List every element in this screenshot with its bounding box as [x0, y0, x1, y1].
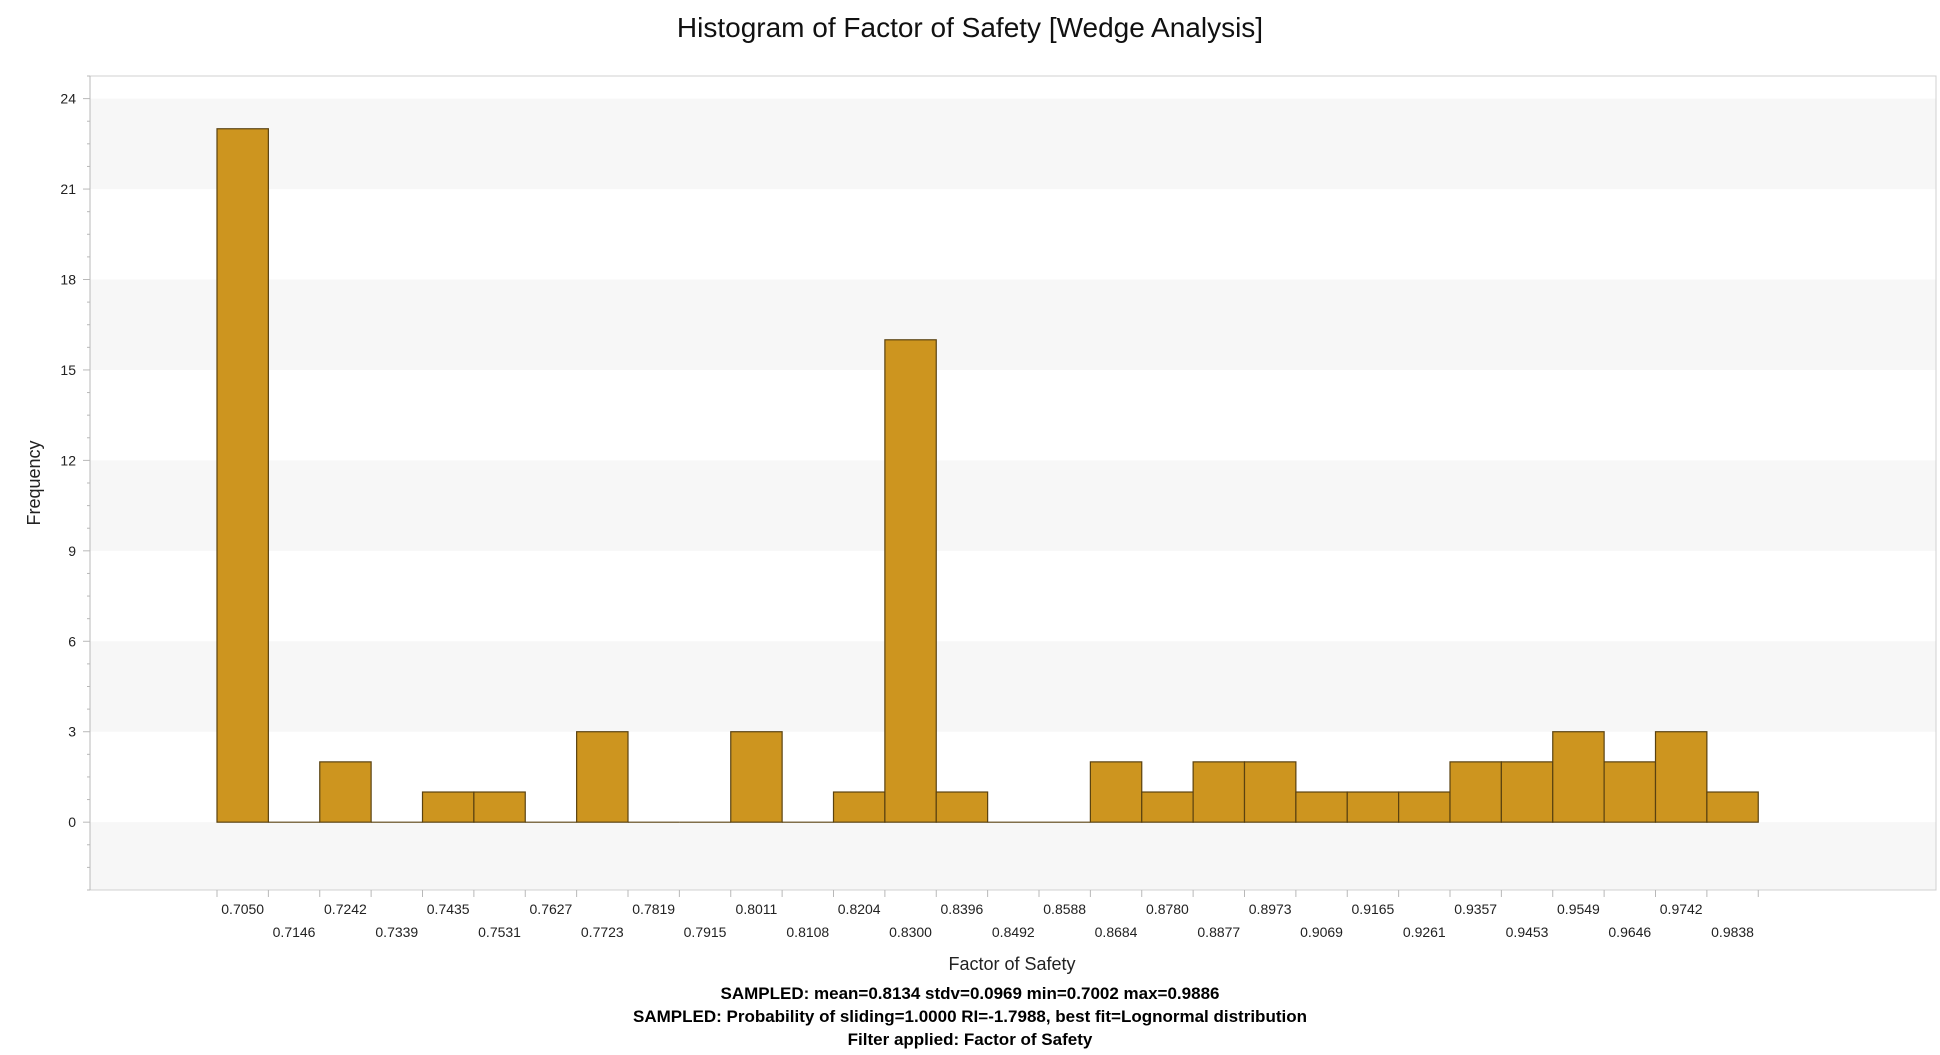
histogram-bar — [421, 791, 475, 823]
x-tick-label: 0.9357 — [1454, 901, 1497, 917]
y-tick-label: 9 — [68, 543, 76, 559]
x-tick-label: 0.8684 — [1095, 924, 1138, 940]
y-tick-label: 24 — [60, 91, 76, 107]
y-tick-label: 21 — [60, 181, 76, 197]
y-tick-label: 6 — [68, 633, 76, 649]
histogram-bar — [1654, 731, 1708, 823]
background-bands — [90, 98, 1936, 890]
x-tick-label: 0.8973 — [1249, 901, 1292, 917]
y-tick-label: 3 — [68, 724, 76, 740]
histogram-bar — [884, 339, 937, 823]
histogram-bar — [1295, 791, 1348, 823]
stats-line-summary: SAMPLED: mean=0.8134 stdv=0.0969 min=0.7… — [720, 984, 1220, 1003]
histogram-bar — [1243, 761, 1297, 823]
background-band — [90, 460, 1936, 551]
y-tick-label: 18 — [60, 272, 76, 288]
x-tick-label: 0.7723 — [581, 924, 624, 940]
x-tick-label: 0.9838 — [1711, 924, 1754, 940]
x-tick-label: 0.9742 — [1660, 901, 1703, 917]
x-tick-label: 0.8877 — [1197, 924, 1240, 940]
histogram-bar — [730, 731, 783, 823]
x-tick-label: 0.7050 — [221, 901, 264, 917]
x-tick-label: 0.7339 — [375, 924, 418, 940]
stats-line-filter: Filter applied: Factor of Safety — [847, 1030, 1093, 1049]
bars — [216, 128, 1759, 823]
x-tick-label: 0.7146 — [273, 924, 316, 940]
x-tick-label: 0.8492 — [992, 924, 1035, 940]
y-tick-label: 15 — [60, 362, 76, 378]
histogram-bar — [1603, 761, 1657, 823]
y-axis: 24 21 18 15 12 9 6 3 0 — [60, 75, 91, 891]
chart-title: Histogram of Factor of Safety [Wedge Ana… — [676, 12, 1264, 43]
histogram-bar — [1552, 731, 1605, 823]
histogram-bar — [1500, 761, 1554, 823]
histogram-bar — [1192, 761, 1246, 823]
x-tick-label: 0.8588 — [1043, 901, 1086, 917]
x-tick-label: 0.7627 — [530, 901, 573, 917]
histogram-bar — [473, 791, 526, 823]
x-tick-label: 0.8108 — [786, 924, 829, 940]
histogram-bar — [1449, 761, 1502, 823]
histogram-bar — [1089, 761, 1143, 823]
x-tick-label: 0.7435 — [427, 901, 470, 917]
histogram-bar — [935, 791, 989, 823]
y-tick-label: 0 — [68, 814, 76, 830]
stats-line-probability: SAMPLED: Probability of sliding=1.0000 R… — [633, 1007, 1307, 1026]
histogram-bar — [1141, 791, 1194, 823]
y-axis-label: Frequency — [24, 440, 44, 525]
y-tick-label: 12 — [60, 452, 76, 468]
x-tick-label: 0.9646 — [1608, 924, 1651, 940]
histogram-bar — [1346, 791, 1400, 823]
x-tick-label: 0.9453 — [1506, 924, 1549, 940]
x-axis: 0.7050 0.7146 0.7242 0.7339 0.7435 0.7531 0.76… — [216, 890, 1759, 940]
histogram-bar — [319, 761, 372, 823]
histogram-bar — [832, 791, 886, 823]
x-tick-label: 0.7531 — [478, 924, 521, 940]
histogram-bar — [1706, 791, 1759, 823]
x-tick-label: 0.7242 — [324, 901, 367, 917]
background-band — [90, 98, 1936, 190]
background-band — [90, 822, 1936, 890]
x-tick-label: 0.8011 — [736, 901, 778, 917]
x-axis-label: Factor of Safety — [948, 954, 1075, 974]
histogram-bar — [216, 128, 269, 823]
x-tick-label: 0.9069 — [1300, 924, 1343, 940]
background-band — [90, 279, 1936, 370]
x-tick-label: 0.8780 — [1146, 901, 1189, 917]
histogram-bar — [1398, 791, 1451, 823]
x-tick-label: 0.9261 — [1403, 924, 1446, 940]
x-tick-label: 0.7915 — [684, 924, 727, 940]
x-tick-label: 0.9549 — [1557, 901, 1600, 917]
x-tick-label: 0.9165 — [1352, 901, 1395, 917]
x-tick-label: 0.8204 — [838, 901, 881, 917]
x-tick-label: 0.7819 — [632, 901, 675, 917]
background-band — [90, 641, 1936, 732]
x-tick-label: 0.8300 — [889, 924, 932, 940]
histogram-bar — [576, 731, 629, 823]
x-tick-label: 0.8396 — [941, 901, 984, 917]
